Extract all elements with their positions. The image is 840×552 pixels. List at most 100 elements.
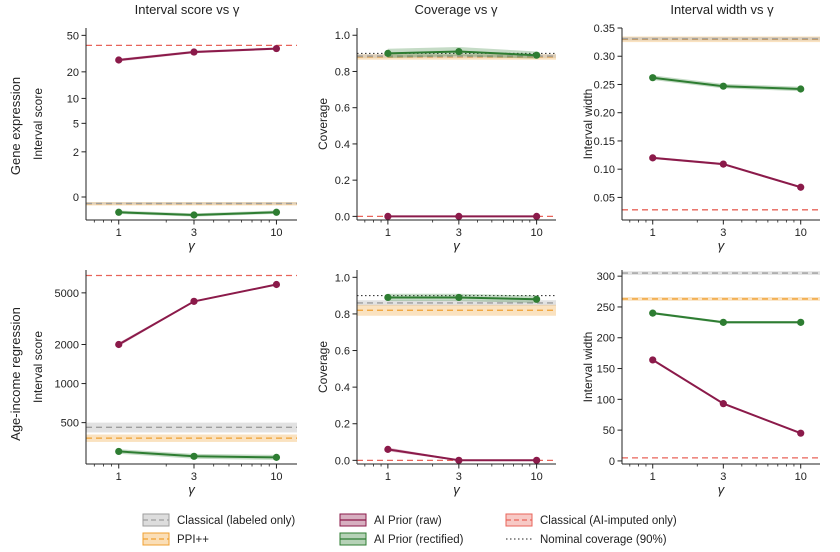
- x-tick-label: 1: [385, 471, 391, 483]
- legend-item-ai_raw: AI Prior (raw): [339, 513, 442, 527]
- y-tick-label: 0.0: [335, 211, 350, 223]
- y-tick-label: 0.35: [594, 23, 615, 35]
- legend-item-ai_imputed: Classical (AI-imputed only): [505, 513, 677, 527]
- data-point-ai_raw: [384, 212, 392, 220]
- series-band-ai_raw: [387, 447, 537, 461]
- panel-2: 1 3 10 0.05 0.10 0.15 0.20 0.25 0.30 0.35 γ Interva…: [581, 23, 820, 253]
- y-tick-label: 0.2: [335, 419, 350, 431]
- y-tick-label: 5000: [55, 288, 79, 300]
- x-tick-label: 1: [385, 227, 391, 239]
- x-axis-label: γ: [453, 482, 461, 497]
- y-tick-label: 0.6: [335, 346, 350, 358]
- legend-label: AI Prior (rectified): [374, 534, 464, 546]
- y-axis-label: Coverage: [316, 341, 330, 393]
- legend-label: Classical (labeled only): [177, 515, 295, 527]
- x-tick-label: 10: [530, 471, 542, 483]
- data-point-ai_raw: [533, 212, 541, 220]
- row-label-0: Gene expression: [8, 77, 23, 175]
- y-axis-label: Interval score: [31, 331, 45, 403]
- y-tick-label: 0: [609, 456, 615, 468]
- data-point-ai_raw: [533, 456, 541, 464]
- y-tick-label: 0.2: [335, 175, 350, 187]
- series-line-ai_raw: [652, 156, 801, 189]
- x-axis-label: γ: [718, 238, 726, 253]
- row-label-1: Age-income regression: [8, 307, 23, 441]
- x-tick-label: 10: [795, 471, 807, 483]
- y-axis-label: Interval score: [31, 88, 45, 160]
- x-tick-label: 3: [456, 471, 462, 483]
- data-point-ai_rect: [533, 295, 541, 303]
- ref-band-ppi: [622, 297, 820, 301]
- y-tick-label: 10: [67, 93, 79, 105]
- y-axis-label: Interval width: [581, 89, 595, 160]
- data-point-ai_raw: [455, 212, 463, 220]
- column-title-0: Interval score vs γ: [135, 2, 240, 17]
- y-tick-label: 0.25: [594, 79, 615, 91]
- y-tick-label: 0.4: [335, 139, 350, 151]
- y-tick-label: 0.15: [594, 136, 615, 148]
- data-point-ai_raw: [272, 280, 281, 289]
- y-tick-label: 0.10: [594, 164, 615, 176]
- data-point-ai_rect: [384, 293, 392, 302]
- series-band-ai_raw: [652, 359, 801, 434]
- legend-label: AI Prior (raw): [374, 515, 442, 527]
- y-tick-label: 0.4: [335, 382, 350, 394]
- y-tick-label: 250: [597, 302, 615, 314]
- legend-item-ppi: PPI++: [142, 532, 209, 546]
- y-axis-label: Interval width: [581, 332, 595, 403]
- data-point-ai_raw: [797, 183, 805, 191]
- data-point-ai_raw: [190, 297, 198, 305]
- x-tick-label: 10: [530, 227, 542, 239]
- data-point-ai_rect: [190, 452, 198, 460]
- y-tick-label: 1000: [55, 379, 79, 391]
- data-point-ai_rect: [649, 74, 657, 82]
- data-point-ai_rect: [719, 318, 727, 326]
- x-axis-label: γ: [188, 238, 196, 253]
- y-tick-label: 2: [73, 147, 79, 159]
- y-tick-label: 500: [61, 418, 79, 430]
- ref-band-classical: [622, 37, 820, 41]
- x-tick-label: 3: [191, 471, 197, 483]
- y-tick-label: 200: [597, 333, 615, 345]
- series-line-ai_rect: [652, 312, 801, 324]
- y-tick-label: 150: [597, 364, 615, 376]
- data-point-ai_raw: [649, 154, 657, 162]
- y-tick-label: 0.20: [594, 108, 615, 120]
- x-tick-label: 1: [116, 227, 122, 239]
- data-point-ai_rect: [455, 293, 463, 302]
- data-point-ai_raw: [797, 429, 805, 437]
- series-line-ai_raw: [118, 47, 277, 61]
- data-point-ai_raw: [272, 44, 281, 53]
- data-point-ai_raw: [719, 400, 727, 408]
- series-line-ai_raw: [118, 283, 277, 346]
- y-tick-label: 5: [73, 118, 79, 130]
- x-tick-label: 1: [650, 227, 656, 239]
- legend-item-ai_rect: AI Prior (rectified): [339, 532, 464, 546]
- panel-4: 1 3 10 0.0 0.2 0.4 0.6 0.8 1.0 γ Coverage: [316, 270, 556, 497]
- y-tick-label: 2000: [55, 339, 79, 351]
- x-tick-label: 3: [720, 227, 726, 239]
- legend-label: PPI++: [177, 534, 209, 546]
- data-point-ai_raw: [190, 48, 198, 56]
- series-line-ai_raw: [387, 448, 537, 462]
- panel-3: 1 3 10 500 1000 2000 5000 γ Interval score: [31, 270, 297, 497]
- y-tick-label: 0.8: [335, 309, 350, 321]
- x-axis-label: γ: [188, 482, 196, 497]
- data-point-ai_rect: [649, 309, 657, 317]
- y-tick-label: 50: [67, 30, 79, 42]
- ref-band-ppi: [622, 36, 820, 43]
- ref-band-ppi: [357, 54, 556, 60]
- ref-band-classical: [357, 300, 556, 306]
- ref-band-classical: [622, 271, 820, 275]
- series-band-ai_rect: [387, 47, 537, 59]
- data-point-ai_rect: [533, 51, 541, 59]
- ref-band-classical: [357, 54, 556, 58]
- data-point-ai_rect: [384, 49, 392, 57]
- data-point-ai_raw: [115, 56, 123, 64]
- data-point-ai_rect: [455, 47, 463, 56]
- y-tick-label: 0.6: [335, 103, 350, 115]
- series-band-ai_raw: [118, 283, 277, 347]
- y-tick-label: 0.30: [594, 51, 615, 63]
- data-point-ai_raw: [719, 160, 727, 168]
